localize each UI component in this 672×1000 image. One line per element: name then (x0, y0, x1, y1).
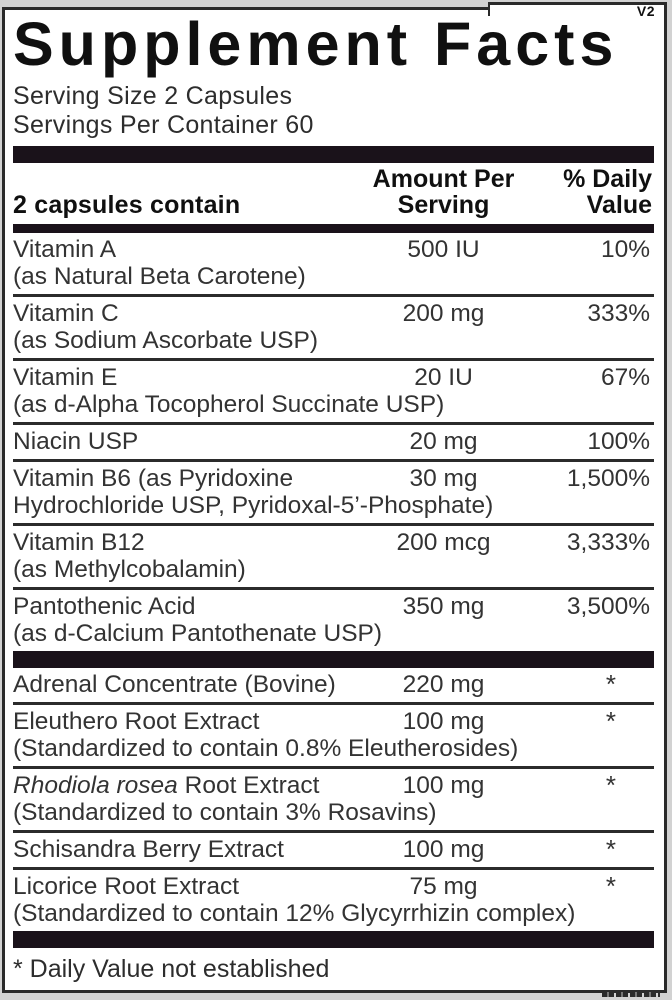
ingredient-detail: (as Methylcobalamin) (13, 556, 246, 583)
ingredient-name: Vitamin B6 (as Pyridoxine (13, 465, 294, 492)
ingredient-detail: (as d-Alpha Tocopherol Succinate USP) (13, 391, 445, 418)
ingredient-detail: (Standardized to contain 12% Glycyrrhizi… (13, 900, 576, 927)
ingredient-detail: (as Sodium Ascorbate USP) (13, 327, 319, 354)
ingredient-name: Licorice Root Extract (13, 873, 240, 900)
daily-value-footnote: * Daily Value not established (13, 955, 330, 983)
header-daily-value: % Daily Value (563, 165, 652, 219)
version-tag: V2 (636, 3, 655, 19)
serving-size: Serving Size 2 Capsules (13, 82, 293, 110)
ingredient-row: Vitamin C 200 mg 333% (as Sodium Ascorba… (13, 294, 654, 358)
panel-title: Supplement Facts (13, 10, 619, 78)
ingredient-name: Schisandra Berry Extract (13, 836, 284, 863)
ingredient-name: Adrenal Concentrate (Bovine) (13, 671, 336, 698)
ingredient-amount: 500 IU (407, 236, 480, 263)
ingredient-name: Pantothenic Acid (13, 593, 196, 620)
divider-heavy-bottom (13, 931, 654, 948)
divider-heavy-middle (13, 651, 654, 668)
ingredient-amount: 350 mg (402, 593, 485, 620)
ingredient-name: Vitamin B12 (13, 529, 145, 556)
ingredient-daily-value: * (605, 871, 616, 901)
panel-top-step (488, 2, 667, 16)
ingredient-row: Vitamin B6 (as Pyridoxine 30 mg 1,500% H… (13, 459, 654, 523)
ingredient-name: Eleuthero Root Extract (13, 708, 260, 735)
header-capsules-contain: 2 capsules contain (13, 191, 241, 219)
ingredient-name: Rhodiola rosea Root Extract (13, 772, 320, 799)
ingredient-amount: 75 mg (409, 873, 478, 900)
ingredient-row: Vitamin A 500 IU 10% (as Natural Beta Ca… (13, 233, 654, 294)
ingredient-row: Rhodiola rosea Root Extract 100 mg * (St… (13, 766, 654, 830)
ingredient-detail: (as d-Calcium Pantothenate USP) (13, 620, 383, 647)
divider-heavy-top (13, 146, 654, 163)
ingredient-row: Vitamin E 20 IU 67% (as d-Alpha Tocopher… (13, 358, 654, 422)
ingredient-row: Adrenal Concentrate (Bovine) 220 mg * (13, 668, 654, 702)
ingredient-daily-value: 3,500% (566, 593, 650, 620)
ingredient-amount: 200 mg (402, 300, 485, 327)
ingredient-daily-value: 67% (600, 364, 650, 391)
ingredient-daily-value: 333% (587, 300, 650, 327)
ingredient-daily-value: * (605, 706, 616, 736)
ingredient-amount: 200 mcg (396, 529, 491, 556)
ingredient-row: Licorice Root Extract 75 mg * (Standardi… (13, 867, 654, 931)
divider-medium-header (13, 224, 654, 233)
table-header: 2 capsules contain Amount Per Serving % … (13, 166, 654, 224)
header-amount-per-serving: Amount Per Serving (372, 165, 515, 219)
ingredient-detail: (as Natural Beta Carotene) (13, 263, 306, 290)
ingredient-amount: 220 mg (402, 671, 485, 698)
ingredient-row: Schisandra Berry Extract 100 mg * (13, 830, 654, 867)
section-botanicals: Adrenal Concentrate (Bovine) 220 mg * El… (13, 668, 654, 931)
ingredient-amount: 20 IU (414, 364, 473, 391)
ingredient-daily-value: * (605, 770, 616, 800)
label-box: Supplement Facts Serving Size 2 Capsules… (2, 7, 667, 993)
ingredient-detail: Hydrochloride USP, Pyridoxal-5’-Phosphat… (13, 492, 494, 519)
ingredient-row: Pantothenic Acid 350 mg 3,500% (as d-Cal… (13, 587, 654, 651)
ingredient-daily-value: 3,333% (566, 529, 650, 556)
ingredient-row: Niacin USP 20 mg 100% (13, 422, 654, 459)
ingredient-amount: 100 mg (402, 772, 485, 799)
ingredient-detail: (Standardized to contain 3% Rosavins) (13, 799, 437, 826)
servings-per-container: Servings Per Container 60 (13, 111, 314, 139)
micro-print (602, 992, 660, 997)
section-vitamins: Vitamin A 500 IU 10% (as Natural Beta Ca… (13, 233, 654, 651)
ingredient-amount: 100 mg (402, 708, 485, 735)
ingredient-row: Vitamin B12 200 mcg 3,333% (as Methylcob… (13, 523, 654, 587)
ingredient-amount: 100 mg (402, 836, 485, 863)
ingredient-detail: (Standardized to contain 0.8% Eleutheros… (13, 735, 519, 762)
ingredient-daily-value: 100% (587, 428, 650, 455)
ingredient-name: Niacin USP (13, 428, 139, 455)
ingredient-daily-value: * (605, 834, 616, 864)
ingredient-row: Eleuthero Root Extract 100 mg * (Standar… (13, 702, 654, 766)
ingredient-daily-value: 10% (600, 236, 650, 263)
ingredient-name: Vitamin C (13, 300, 119, 327)
ingredient-name: Vitamin E (13, 364, 118, 391)
ingredient-daily-value: * (605, 669, 616, 699)
ingredient-daily-value: 1,500% (566, 465, 650, 492)
ingredient-amount: 30 mg (409, 465, 478, 492)
ingredient-amount: 20 mg (409, 428, 478, 455)
ingredient-name: Vitamin A (13, 236, 117, 263)
